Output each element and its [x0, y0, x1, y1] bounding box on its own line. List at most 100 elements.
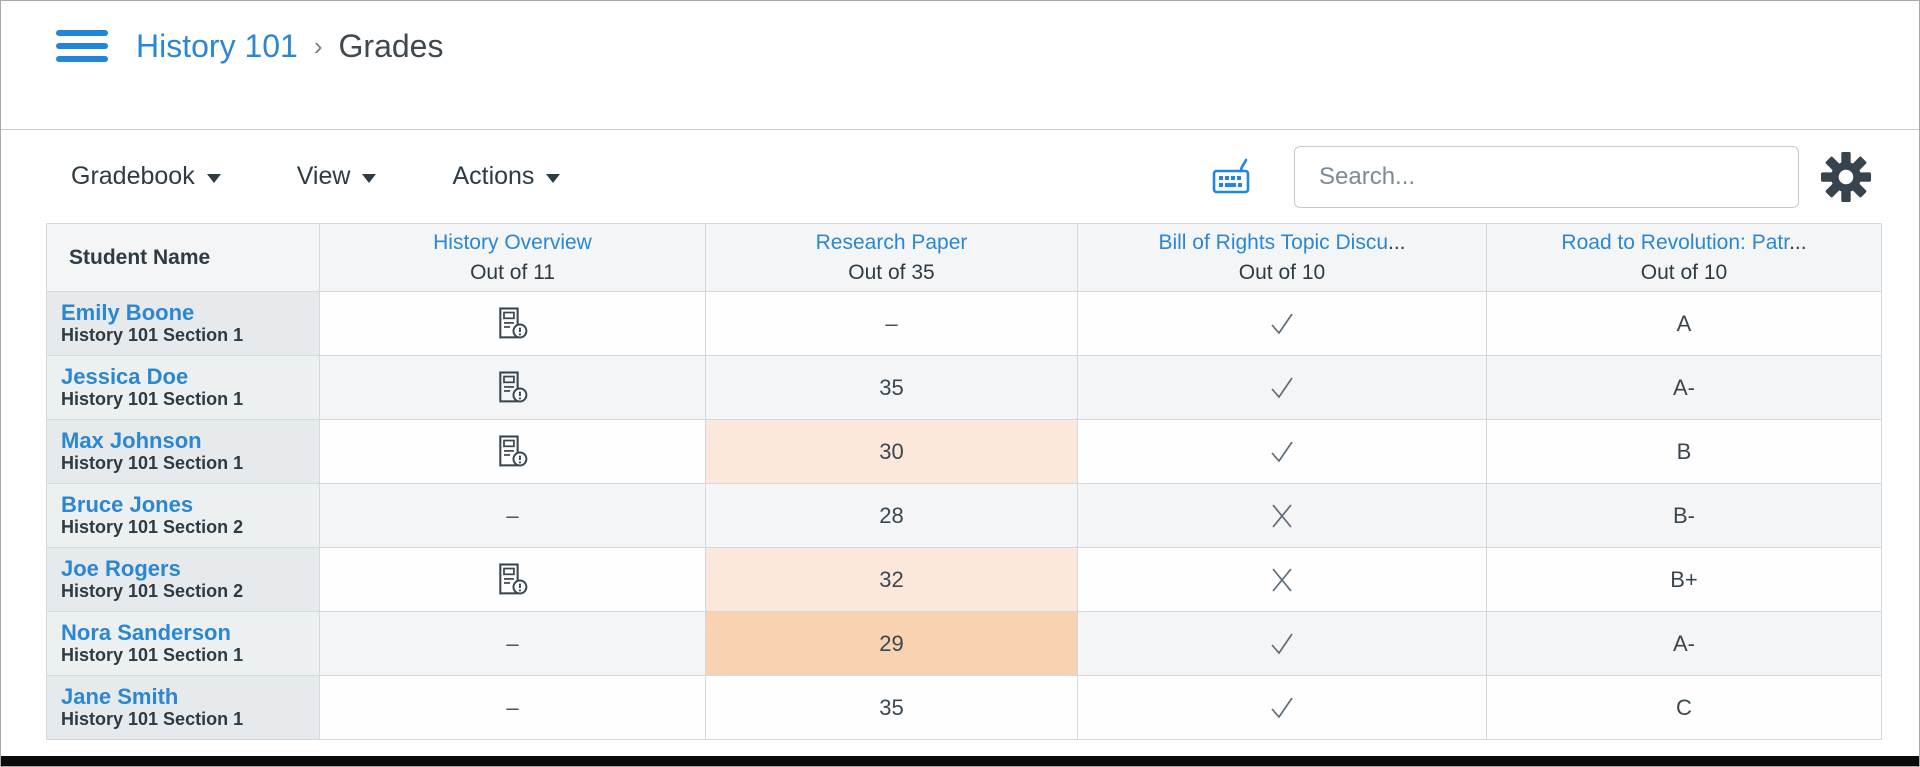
points-possible-label: Out of 35 — [848, 261, 935, 285]
grade-cell[interactable]: – — [319, 611, 706, 676]
student-name-link[interactable]: Nora Sanderson — [61, 620, 231, 646]
search-input[interactable] — [1294, 145, 1799, 208]
gear-icon — [1821, 151, 1871, 202]
assignment-column-header: Research Paper Out of 35 — [705, 223, 1078, 292]
score-value: 35 — [879, 694, 904, 720]
x-icon — [1272, 567, 1292, 592]
student-name-cell: Jessica Doe History 101 Section 1 — [46, 355, 320, 420]
x-icon — [1272, 503, 1292, 528]
grade-cell[interactable]: B — [1486, 419, 1882, 484]
student-section-label: History 101 Section 1 — [61, 709, 244, 730]
grade-cell[interactable]: A — [1486, 291, 1882, 356]
settings-gear-button[interactable] — [1821, 151, 1871, 202]
grade-cell[interactable]: 32 — [705, 547, 1078, 612]
student-section-label: History 101 Section 2 — [61, 581, 244, 602]
document-warning-icon — [498, 435, 527, 467]
gradebook-table: Student Name History Overview Out of 11 Re… — [46, 223, 1882, 740]
student-row: Jessica Doe History 101 Section 1 35 A- — [46, 355, 1882, 420]
assignment-title-link[interactable]: Bill of Rights Topic Discu — [1158, 230, 1389, 254]
letter-grade-value: B — [1676, 438, 1692, 464]
keyboard-shortcuts-icon[interactable] — [1210, 158, 1252, 195]
grade-cell[interactable] — [319, 291, 706, 356]
assignment-column-header: Road to Revolution: Patr... Out of 10 — [1486, 223, 1882, 292]
grade-cell[interactable]: 29 — [705, 611, 1078, 676]
breadcrumb-separator: › — [313, 30, 323, 61]
checkmark-icon — [1271, 441, 1293, 462]
no-score-dash: – — [885, 310, 898, 336]
grade-cell[interactable] — [1077, 483, 1487, 548]
chevron-down-icon — [206, 173, 221, 183]
truncation-ellipsis: ... — [1388, 230, 1406, 254]
grade-cell[interactable] — [1077, 355, 1487, 420]
grade-cell[interactable]: C — [1486, 675, 1882, 740]
student-name-header: Student Name — [46, 223, 320, 292]
breadcrumb: History 101 › Grades — [136, 28, 443, 65]
letter-grade-value: B- — [1673, 502, 1695, 528]
score-value: 35 — [879, 374, 904, 400]
assignment-title-link[interactable]: History Overview — [433, 230, 592, 254]
assignment-title-link[interactable]: Road to Revolution: Patr — [1561, 230, 1790, 254]
checkmark-icon — [1271, 313, 1293, 334]
gradebook-menu-button[interactable]: Gradebook — [71, 162, 221, 191]
grade-cell[interactable] — [319, 547, 706, 612]
grade-cell[interactable] — [1077, 291, 1487, 356]
grade-cell[interactable]: B+ — [1486, 547, 1882, 612]
grade-cell[interactable]: – — [319, 675, 706, 740]
grade-cell[interactable]: 35 — [705, 675, 1078, 740]
grade-cell[interactable]: – — [705, 291, 1078, 356]
student-name-cell: Jane Smith History 101 Section 1 — [46, 675, 320, 740]
student-name-cell: Emily Boone History 101 Section 1 — [46, 291, 320, 356]
letter-grade-value: B+ — [1670, 566, 1698, 592]
student-name-link[interactable]: Jessica Doe — [61, 364, 189, 390]
student-name-link[interactable]: Emily Boone — [61, 300, 195, 326]
actions-menu-button[interactable]: Actions — [452, 162, 561, 191]
grade-cell[interactable] — [319, 355, 706, 420]
student-row: Bruce Jones History 101 Section 2 – 28 B- — [46, 483, 1882, 548]
student-name-link[interactable]: Max Johnson — [61, 428, 202, 454]
letter-grade-value: C — [1676, 694, 1692, 720]
breadcrumb-course-link[interactable]: History 101 — [136, 27, 298, 64]
score-value: 32 — [879, 566, 904, 592]
no-score-dash: – — [506, 630, 519, 656]
points-possible-label: Out of 11 — [470, 261, 555, 285]
grade-cell[interactable] — [319, 419, 706, 484]
no-score-dash: – — [506, 694, 519, 720]
chevron-down-icon — [362, 173, 377, 183]
assignment-column-header: Bill of Rights Topic Discu... Out of 10 — [1077, 223, 1487, 292]
points-possible-label: Out of 10 — [1640, 261, 1728, 285]
student-name-cell: Joe Rogers History 101 Section 2 — [46, 547, 320, 612]
gradebook-toolbar: Gradebook View Actions — [1, 130, 1919, 223]
student-section-label: History 101 Section 2 — [61, 517, 244, 538]
grade-cell[interactable]: 35 — [705, 355, 1078, 420]
document-warning-icon — [498, 307, 527, 339]
grade-cell[interactable]: 30 — [705, 419, 1078, 484]
view-menu-button[interactable]: View — [297, 162, 377, 191]
student-section-label: History 101 Section 1 — [61, 389, 244, 410]
grade-cell[interactable]: B- — [1486, 483, 1882, 548]
letter-grade-value: A- — [1673, 630, 1695, 656]
grade-cell[interactable] — [1077, 611, 1487, 676]
student-name-link[interactable]: Bruce Jones — [61, 492, 194, 518]
student-row: Nora Sanderson History 101 Section 1 – 29 A… — [46, 611, 1882, 676]
grade-cell[interactable] — [1077, 419, 1487, 484]
assignment-title-link[interactable]: Research Paper — [815, 230, 968, 254]
score-value: 30 — [879, 438, 904, 464]
breadcrumb-bar: History 101 › Grades — [1, 1, 1919, 130]
grade-cell[interactable]: – — [319, 483, 706, 548]
grade-cell[interactable]: 28 — [705, 483, 1078, 548]
student-row: Max Johnson History 101 Section 1 30 B — [46, 419, 1882, 484]
hamburger-menu-icon[interactable] — [56, 30, 108, 62]
student-section-label: History 101 Section 1 — [61, 325, 244, 346]
window-bottom-edge — [1, 756, 1919, 766]
search-field — [1294, 145, 1799, 208]
student-name-cell: Bruce Jones History 101 Section 2 — [46, 483, 320, 548]
table-header-row: Student Name History Overview Out of 11 Re… — [46, 223, 1882, 292]
grade-cell[interactable]: A- — [1486, 355, 1882, 420]
truncation-ellipsis: ... — [1789, 230, 1807, 254]
student-name-link[interactable]: Joe Rogers — [61, 556, 181, 582]
checkmark-icon — [1271, 633, 1293, 654]
grade-cell[interactable] — [1077, 675, 1487, 740]
grade-cell[interactable]: A- — [1486, 611, 1882, 676]
grade-cell[interactable] — [1077, 547, 1487, 612]
student-name-link[interactable]: Jane Smith — [61, 684, 179, 710]
